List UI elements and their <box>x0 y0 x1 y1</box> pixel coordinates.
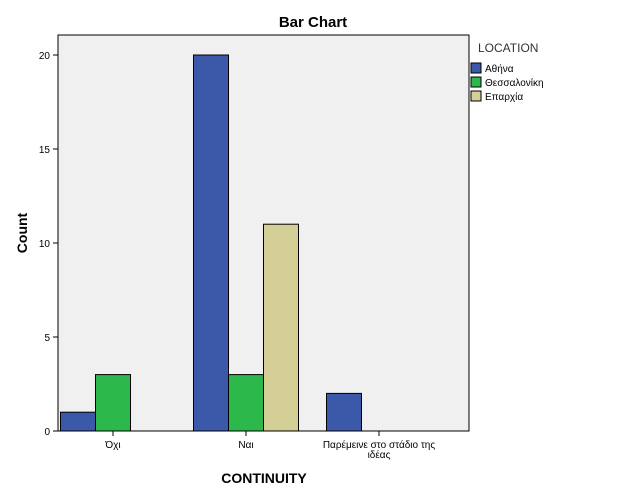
bar <box>193 54 229 432</box>
bar <box>263 223 299 432</box>
y-axis-title: Count <box>14 212 30 253</box>
x-axis-title: CONTINUITY <box>221 470 307 486</box>
y-tick-label: 0 <box>44 427 50 438</box>
legend-title: LOCATION <box>478 41 538 55</box>
x-tick-label: Ναι <box>238 440 253 451</box>
legend-label: Αθήνα <box>485 63 514 75</box>
x-axis: Όχι Ναι Παρέμεινε στο στάδιο της ιδέας <box>104 431 435 461</box>
y-tick-label: 5 <box>44 333 50 344</box>
legend-label: Επαρχία <box>485 91 523 103</box>
legend-swatch <box>470 76 482 88</box>
y-tick-label: 10 <box>39 239 51 250</box>
bar <box>228 374 264 432</box>
bar <box>95 374 131 432</box>
y-tick-label: 20 <box>39 51 51 62</box>
y-tick-label: 15 <box>39 145 51 156</box>
legend: LOCATION Αθήνα Θεσσαλονίκη Επαρχία <box>470 41 544 103</box>
legend-swatch <box>470 90 482 102</box>
legend-label: Θεσσαλονίκη <box>485 77 544 89</box>
bar <box>60 411 96 432</box>
legend-swatch <box>470 62 482 74</box>
bar <box>326 392 362 432</box>
x-tick-label: Όχι <box>104 440 120 451</box>
x-tick-label: Παρέμεινε στο στάδιο της ιδέας <box>323 439 436 461</box>
bars <box>60 54 362 432</box>
chart-title: Bar Chart <box>279 14 347 31</box>
y-axis: 0 5 10 15 20 <box>39 51 58 438</box>
